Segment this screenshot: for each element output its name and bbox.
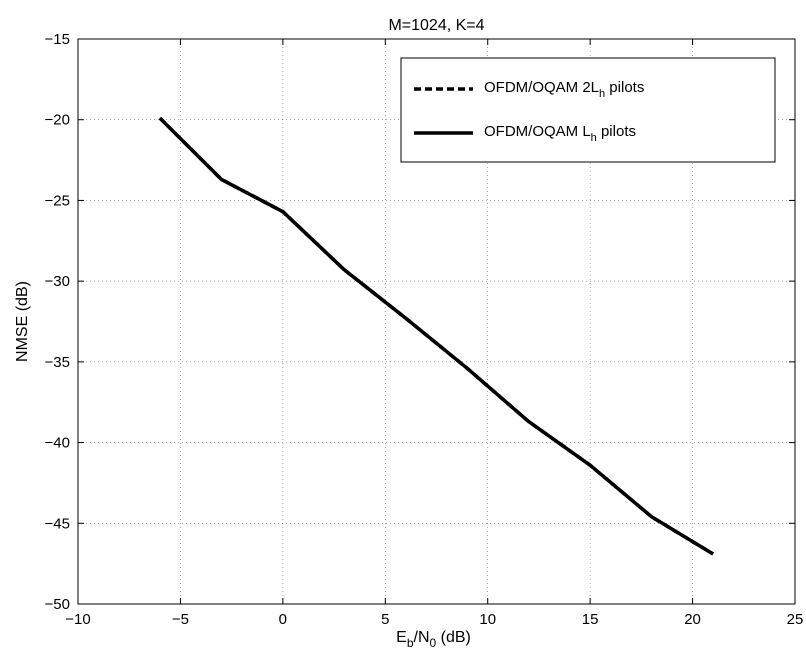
x-tick-label: −10 [65,611,90,628]
legend-label-2lh-pilots: OFDM/OQAM 2Lh pilots [484,79,644,100]
x-tick-label: 20 [684,611,701,628]
x-tick-label: 5 [381,611,389,628]
x-axis-title-sub-0: 0 [430,636,437,650]
y-tick-label: −25 [45,192,70,209]
x-tick-label: 15 [582,611,599,628]
x-axis-title: Eb/N0 (dB) [396,629,471,650]
plot-frame [77,38,796,605]
legend-label-lh-tail: pilots [597,123,636,140]
x-tick-label: 10 [479,611,496,628]
legend-label-lh-sub: h [591,132,597,144]
y-tick-label: −15 [45,31,70,48]
legend-label-lh-main: OFDM/OQAM L [484,123,591,140]
x-axis-title-sub-b: b [407,636,414,650]
series-layer [158,116,715,556]
y-tick-label: −20 [45,112,70,129]
y-tick-label: −50 [45,596,70,613]
tick-layer: −10 −5 0 5 10 15 20 25−50−45−40−35−30−25−20−15 [45,31,804,628]
legend-box [400,57,776,163]
legend: OFDM/OQAM 2Lh pilots OFDM/OQAM Lh pilots [400,57,776,163]
y-tick-label: −30 [45,273,70,290]
x-tick-label: 0 [279,611,287,628]
legend-label-2lh-main: OFDM/OQAM 2L [484,79,599,96]
y-tick-label: −40 [45,435,70,452]
x-axis-title-unit: (dB) [436,629,471,646]
legend-label-2lh-sub: h [599,88,605,100]
chart-title: M=1024, K=4 [388,17,484,34]
series-line-lh-pilots [158,116,715,556]
series-line-2lh-pilots [158,116,715,556]
x-axis-title-e: E [396,629,407,646]
legend-label-2lh-tail: pilots [605,79,644,96]
y-axis-title: NMSE (dB) [14,281,31,362]
x-tick-label: −5 [172,611,189,628]
y-tick-label: −35 [45,354,70,371]
legend-label-lh-pilots: OFDM/OQAM Lh pilots [484,123,636,144]
x-axis-title-n: /N [414,629,430,646]
x-tick-label: 25 [787,611,804,628]
y-tick-label: −45 [45,515,70,532]
